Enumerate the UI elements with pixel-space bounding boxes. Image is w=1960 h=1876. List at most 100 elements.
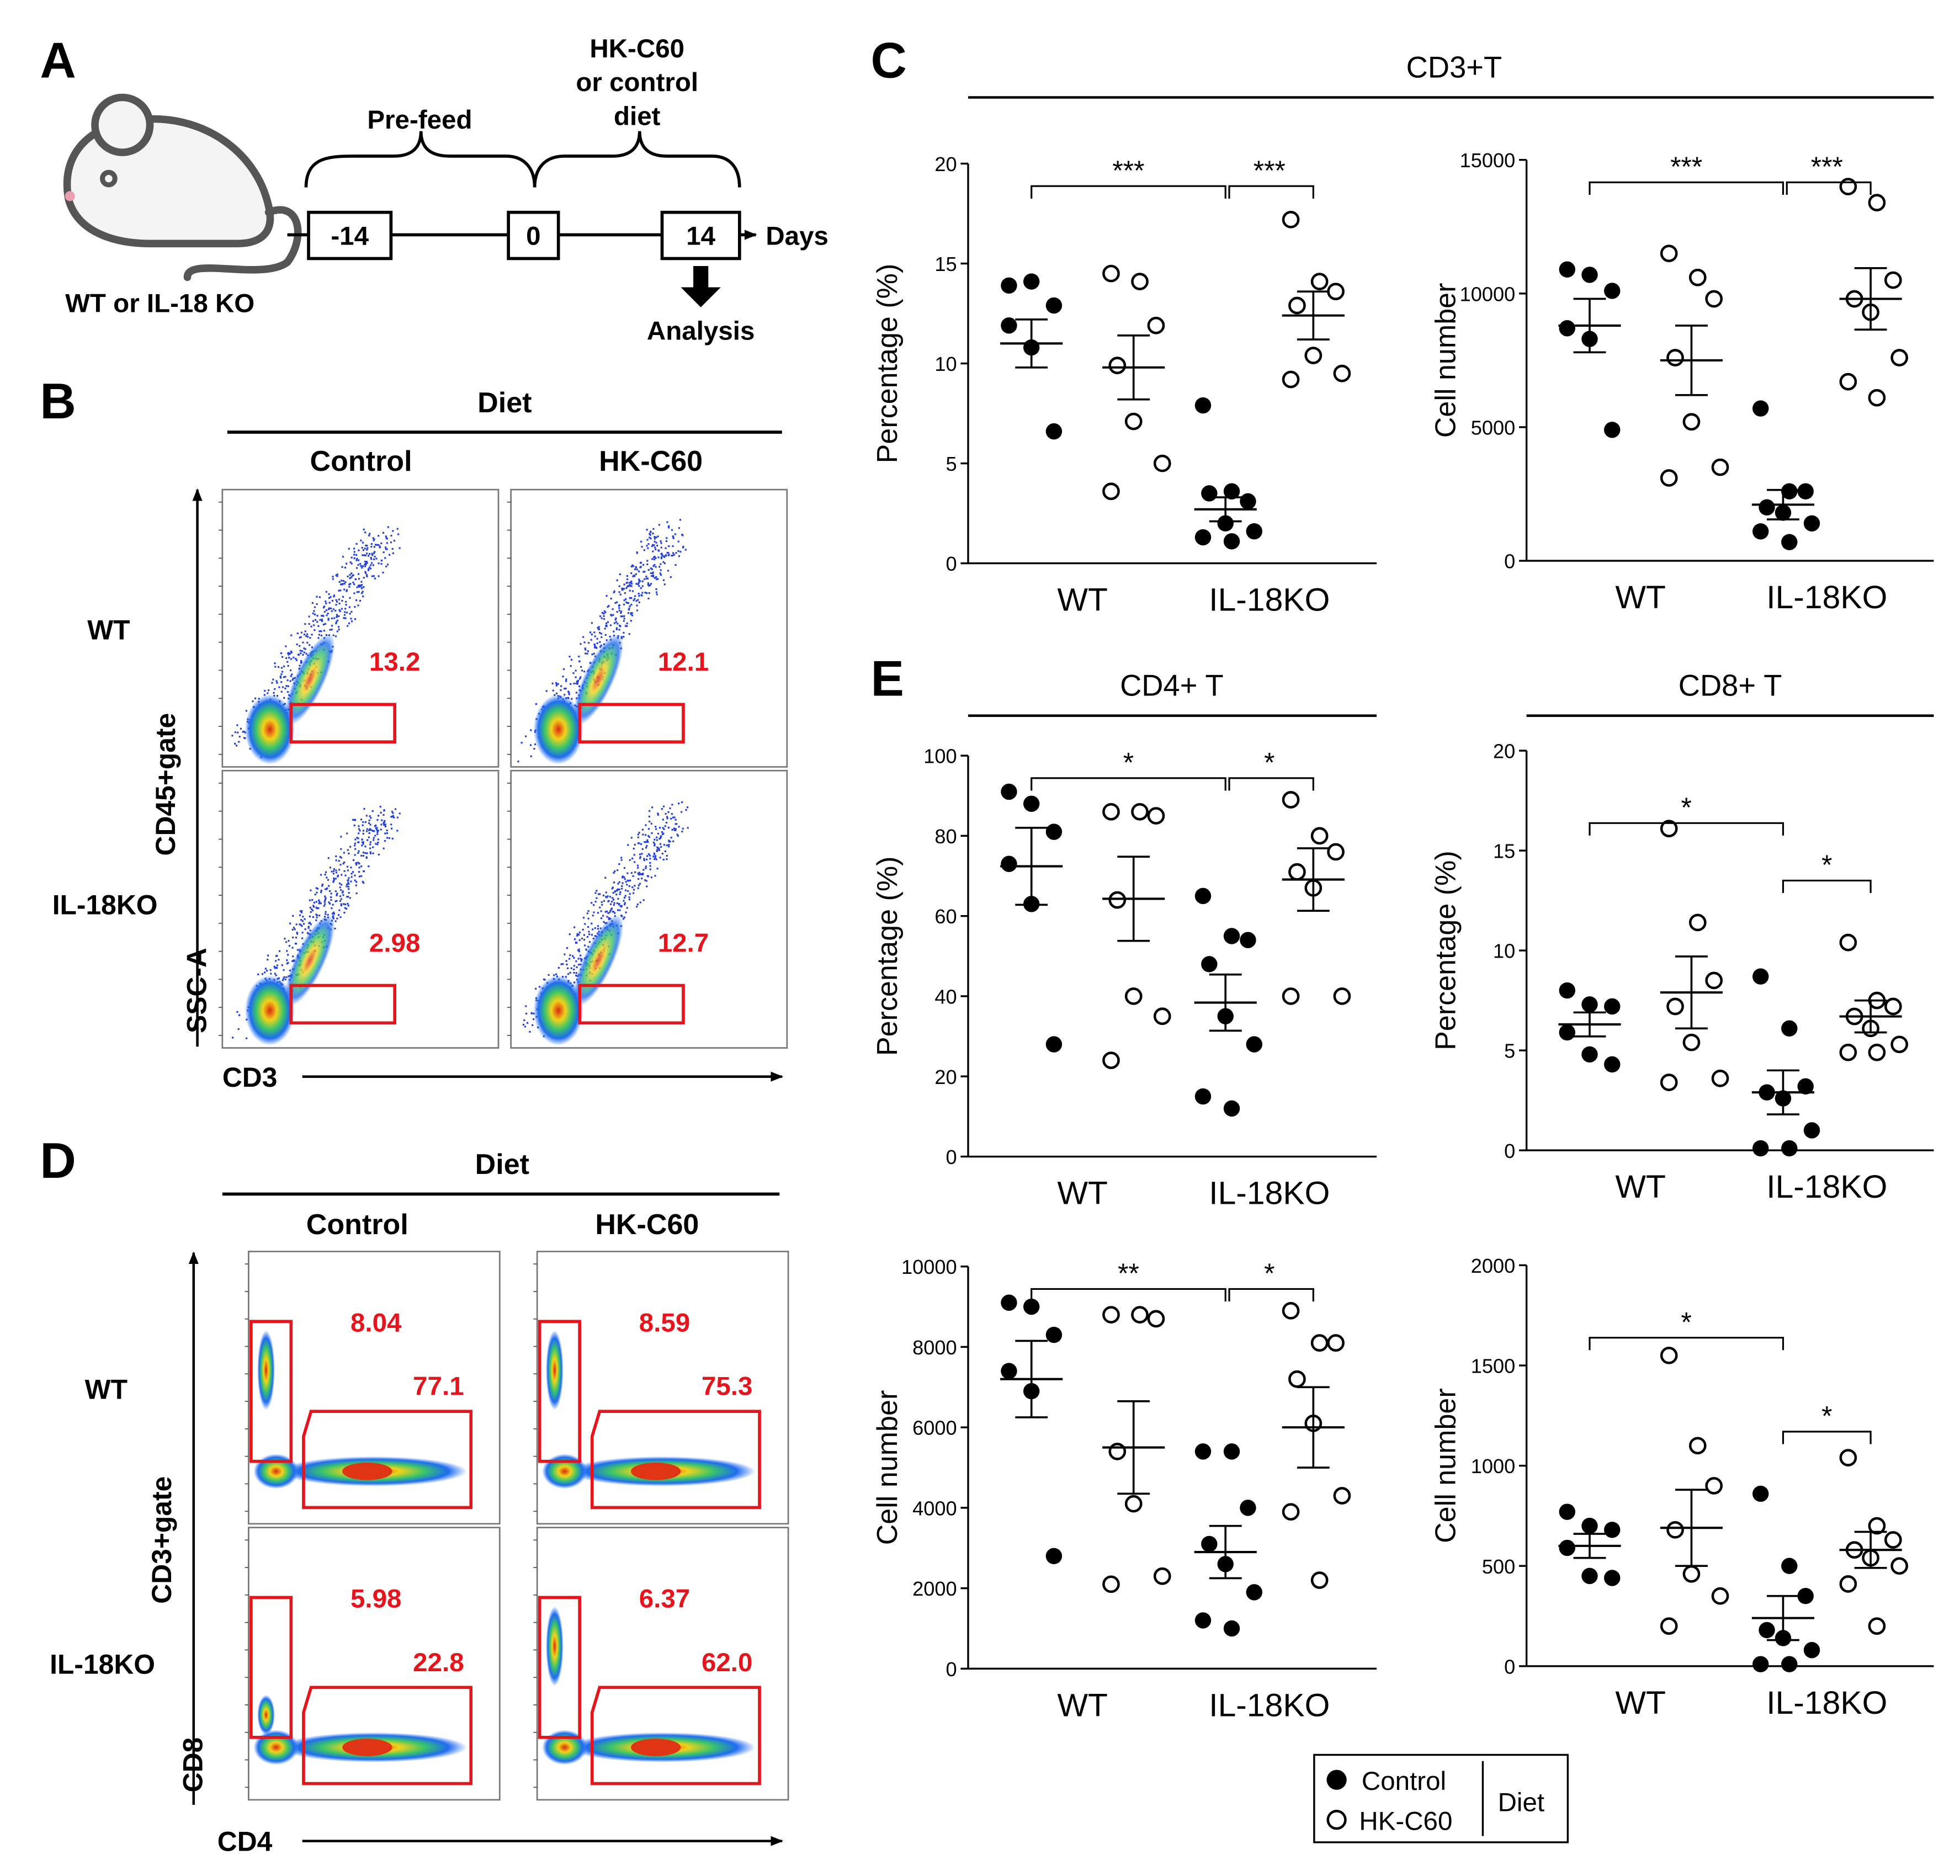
flow-dot xyxy=(344,566,347,568)
diet-label-1: HK-C60 xyxy=(589,34,684,63)
flow-dot xyxy=(654,540,656,543)
flow-cd8-gate xyxy=(249,1596,293,1739)
panel-b-yaxis-gate: CD45+gate xyxy=(150,713,181,856)
sig-label: * xyxy=(1123,747,1134,778)
flow-dot xyxy=(634,885,636,887)
y-tick-label: 0 xyxy=(1504,1655,1515,1678)
flow-dot xyxy=(336,573,338,576)
flow-dot xyxy=(642,899,645,901)
flow-dot xyxy=(310,625,312,628)
flow-dot xyxy=(633,889,635,891)
flow-dot xyxy=(368,566,370,568)
data-point xyxy=(1559,261,1575,278)
flow-dot xyxy=(657,556,660,559)
data-point xyxy=(1604,1056,1621,1073)
y-axis-label: Cell number xyxy=(1430,283,1462,438)
flow-dot xyxy=(637,833,639,836)
flow-dot xyxy=(604,634,607,636)
panel-d-diet: Diet xyxy=(475,1149,529,1181)
flow-dot xyxy=(315,619,317,621)
flow-dot xyxy=(328,607,331,609)
flow-dot xyxy=(606,916,608,918)
flow-dot xyxy=(623,900,625,902)
data-point xyxy=(1781,1558,1798,1574)
flow-dot xyxy=(324,888,327,890)
flow-dot xyxy=(304,928,306,931)
flow-dot xyxy=(666,817,668,820)
flow-dot xyxy=(390,823,392,826)
y-tick-label: 5 xyxy=(946,453,957,475)
flow-dot xyxy=(576,681,578,683)
flow-dot xyxy=(610,614,612,616)
data-point xyxy=(1147,316,1165,334)
flow-dot xyxy=(370,543,373,545)
x-category-label: IL-18KO xyxy=(1209,582,1330,618)
flow-dot xyxy=(639,856,641,858)
flow-dot xyxy=(618,904,620,906)
flow-dot xyxy=(361,844,363,847)
flow-dot xyxy=(336,900,338,902)
flow-dot xyxy=(580,954,582,956)
flow-dot xyxy=(631,564,634,566)
flow-dot xyxy=(682,534,684,536)
flow-dot xyxy=(655,576,657,578)
flow-dot xyxy=(291,928,294,931)
flow-dot xyxy=(587,642,590,644)
flow-dot xyxy=(591,633,593,636)
flow-dot xyxy=(362,596,364,598)
flow-dot xyxy=(530,755,532,757)
flow-dot xyxy=(626,602,629,604)
flow-dot xyxy=(650,567,652,570)
data-point xyxy=(1023,795,1040,812)
panel-d-row-ko: IL-18KO xyxy=(50,1649,155,1680)
diet-label-3: diet xyxy=(614,102,661,131)
flow-dot xyxy=(681,831,683,833)
flow-dot xyxy=(386,542,388,544)
flow-dot xyxy=(348,877,350,879)
data-point xyxy=(1705,290,1723,308)
flow-dot xyxy=(636,604,638,607)
data-point xyxy=(1102,482,1120,501)
flow-dot xyxy=(671,828,673,831)
flow-dot xyxy=(374,555,376,558)
flow-dot xyxy=(632,565,634,567)
flow-dot xyxy=(301,932,304,934)
flow-dot xyxy=(360,819,363,821)
flow-dot xyxy=(364,554,367,556)
flow-dot xyxy=(243,737,246,739)
flow-dot xyxy=(599,631,601,634)
flow-dot xyxy=(647,583,649,586)
flow-dot xyxy=(281,964,283,966)
flow-dot xyxy=(348,583,350,586)
flow-dot xyxy=(380,823,383,826)
flow-dot xyxy=(599,906,601,908)
flow-dot xyxy=(350,620,353,623)
flow-dot xyxy=(621,615,623,618)
flow-dot xyxy=(332,608,334,610)
flow-dot xyxy=(339,864,342,866)
data-point xyxy=(1688,268,1707,286)
panel-b-yaxis-ssc: SSC-A xyxy=(181,948,212,1033)
flow-dot xyxy=(287,954,289,956)
flow-dot xyxy=(524,1025,526,1028)
flow-dot xyxy=(360,592,363,594)
flow-dot xyxy=(358,875,361,878)
flow-density-core xyxy=(245,975,295,1046)
y-tick-label: 4000 xyxy=(912,1497,957,1519)
flow-dot xyxy=(679,551,682,553)
flow-dot xyxy=(566,963,568,966)
flow-dot xyxy=(318,915,321,917)
flow-dot xyxy=(567,690,570,693)
flow-dot xyxy=(396,528,399,530)
flow-dot xyxy=(638,592,640,595)
flow-dot xyxy=(652,550,654,552)
flow-dot xyxy=(377,838,379,841)
flow-dot xyxy=(650,572,652,575)
flow-dot xyxy=(390,827,393,830)
flow-dot xyxy=(622,875,624,878)
flow-dot xyxy=(645,847,647,849)
flow-dot xyxy=(292,955,294,958)
flow-dot xyxy=(638,570,640,572)
flow-dot xyxy=(285,657,288,660)
flow-axis-ticks xyxy=(219,501,222,755)
